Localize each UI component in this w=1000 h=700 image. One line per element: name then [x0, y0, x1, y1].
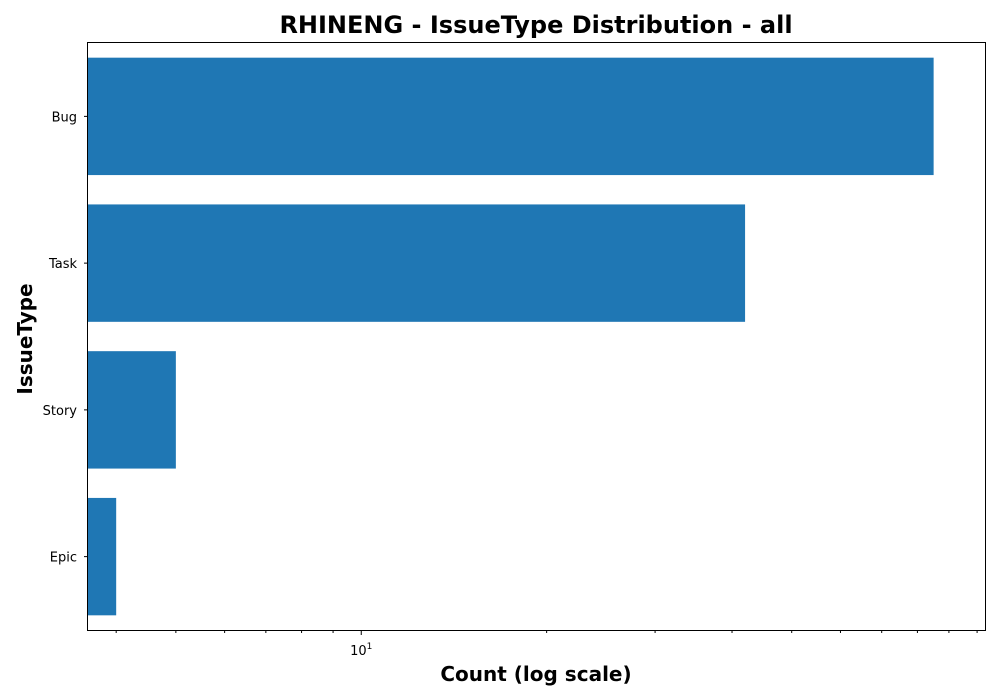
bar-bug: [88, 57, 934, 176]
bars-group: [88, 57, 934, 616]
y-tick-label-story: Story: [43, 404, 78, 419]
chart-title: RHINENG - IssueType Distribution - all: [279, 11, 792, 39]
y-axis-label: IssueType: [13, 283, 37, 394]
bar-task: [88, 204, 746, 322]
y-tick-label-bug: Bug: [52, 110, 77, 125]
y-tick-label-task: Task: [48, 257, 78, 272]
plot-frame: [87, 42, 986, 631]
x-ticks-group: 101: [115, 630, 978, 659]
y-tick-label-epic: Epic: [50, 551, 77, 566]
x-axis-label: Count (log scale): [440, 662, 631, 686]
x-tick-label: 101: [350, 642, 372, 659]
bar-story: [88, 351, 176, 469]
bar-epic: [88, 497, 117, 616]
y-ticks-group: Epic Story Task Bug: [43, 110, 88, 566]
